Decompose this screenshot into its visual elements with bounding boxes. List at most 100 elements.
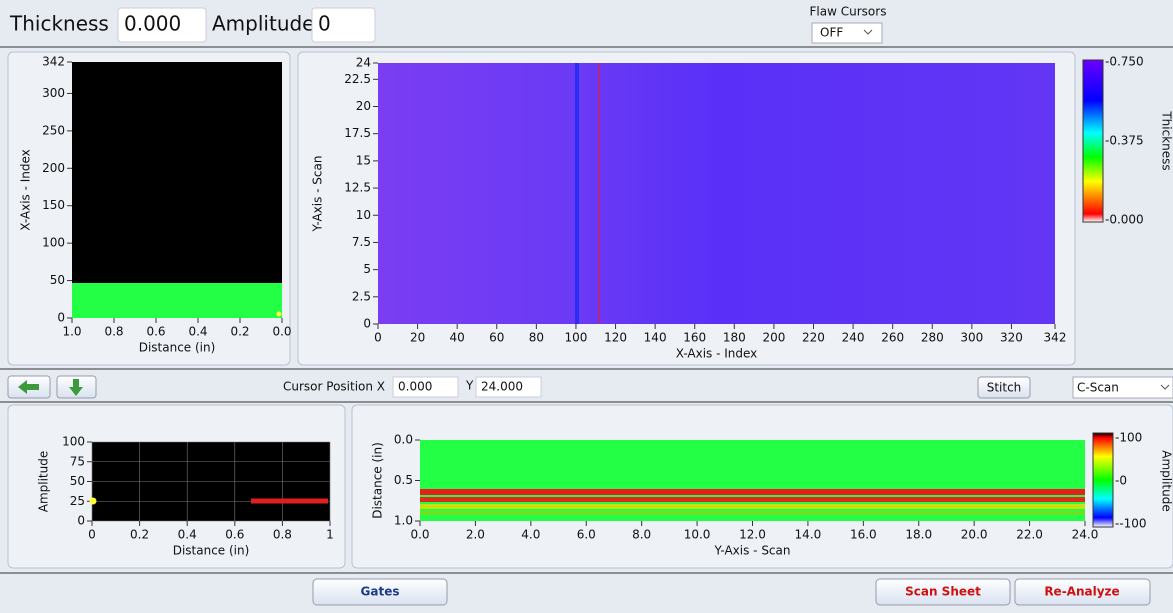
colorbar-label: -0.000 [1105,213,1144,227]
x-tick-label: 180 [723,331,746,345]
bscan-band [420,497,1085,502]
arrow-icon [18,380,39,394]
x-tick-label: 20.0 [961,528,988,542]
x-tick-label: 342 [1044,331,1067,345]
x-tick-label: 40 [450,331,465,345]
arrow-icon [69,379,83,396]
x-axis-label: Y-Axis - Scan [713,544,790,558]
view-select[interactable] [1072,376,1173,399]
re-analyze-button[interactable] [1014,578,1151,606]
x-tick-label: 1.0 [62,325,81,339]
x-tick-label: 20 [410,331,425,345]
x-tick-label: 1 [326,528,334,542]
x-tick-label: 0.6 [225,528,244,542]
flaw-cursors-select[interactable] [811,22,883,44]
y-tick-label: 12.5 [344,181,371,195]
cursor-y-value: 24.000 [481,380,523,394]
x-axis-label: Distance (in) [139,341,216,355]
x-tick-label: 100 [565,331,588,345]
colorbar [1092,432,1114,528]
y-tick-label: 300 [42,86,65,100]
gates-label: Gates [361,585,400,599]
bscan-band [420,504,1085,509]
y-tick-label: 17.5 [344,126,371,140]
cscan-stripe [575,63,579,324]
y-tick-label: 150 [42,198,65,212]
y-axis-label: Distance (in) [371,442,385,519]
flaw-cursors-label: Flaw Cursors [810,5,887,19]
x-tick-label: 16.0 [850,528,877,542]
y-tick-label: 0.0 [394,433,413,447]
x-tick-label: 300 [960,331,983,345]
colorbar-title: Thickness [1160,110,1173,170]
y-tick-label: 0.5 [394,473,413,487]
bscan-band [420,489,1085,495]
x-tick-label: 8.0 [632,528,651,542]
y-tick-label: 100 [62,435,85,449]
y-tick-label: 15 [356,153,371,167]
x-tick-label: 4.0 [521,528,540,542]
y-axis-label: Y-Axis - Scan [311,155,325,232]
scan-sheet-button[interactable] [875,578,1011,606]
amplitude-label: Amplitude [212,12,315,36]
x-tick-label: 6.0 [577,528,596,542]
x-tick-label: 200 [762,331,785,345]
x-tick-label: 24.0 [1072,528,1099,542]
cursor-dot [276,311,282,317]
view-value: C-Scan [1077,381,1119,395]
x-tick-label: 10.0 [684,528,711,542]
x-tick-label: 12.0 [739,528,766,542]
x-tick-label: 22.0 [1016,528,1043,542]
bscan-band [420,511,1085,515]
amplitude-value: 0 [318,12,331,36]
x-tick-label: 280 [921,331,944,345]
y-tick-label: 7.5 [352,235,371,249]
colorbar-label: -0.375 [1105,134,1144,148]
x-tick-label: 0.4 [178,528,197,542]
cursor-y-field[interactable] [475,376,542,398]
thickness-value: 0.000 [124,12,181,36]
x-tick-label: 0.2 [230,325,249,339]
stitch-label: Stitch [987,381,1022,395]
x-tick-label: 260 [881,331,904,345]
amplitude-field[interactable] [311,7,376,43]
y-tick-label: 0 [57,311,65,325]
stitch-button[interactable] [977,376,1031,399]
x-tick-label: 0.8 [273,528,292,542]
y-tick-label: 50 [50,273,65,287]
cursor-dot [89,497,97,505]
colorbar-label: --100 [1115,517,1147,531]
x-tick-label: 240 [842,331,865,345]
x-tick-label: 0.0 [272,325,291,339]
x-tick-label: 0 [88,528,96,542]
cursor-x-field[interactable] [392,376,459,398]
y-tick-label: 342 [42,55,65,69]
y-tick-label: 200 [42,161,65,175]
cursor-x-value: 0.000 [398,380,432,394]
cscan-stripe [598,63,600,324]
depth-plot-area [72,62,282,318]
re-analyze-label: Re-Analyze [1044,585,1119,599]
y-tick-label: 50 [70,474,85,488]
dropdown-arrow [863,29,873,35]
x-tick-label: 0.8 [104,325,123,339]
scan-sheet-label: Scan Sheet [905,585,981,599]
x-tick-label: 220 [802,331,825,345]
x-tick-label: 0 [374,331,382,345]
colorbar-label: -0.750 [1105,55,1144,69]
y-axis-label: X-Axis - Index [19,149,33,231]
gates-button[interactable] [312,578,448,606]
x-tick-label: 320 [1000,331,1023,345]
y-tick-label: 24 [356,56,371,70]
thickness-field[interactable] [117,7,207,43]
y-tick-label: 5 [363,262,371,276]
y-tick-label: 10 [356,208,371,222]
x-tick-label: 140 [644,331,667,345]
x-tick-label: 18.0 [905,528,932,542]
colorbar [1082,59,1104,223]
y-tick-label: 100 [42,236,65,250]
x-tick-label: 80 [529,331,544,345]
y-tick-label: 2.5 [352,289,371,303]
x-tick-label: 14.0 [795,528,822,542]
